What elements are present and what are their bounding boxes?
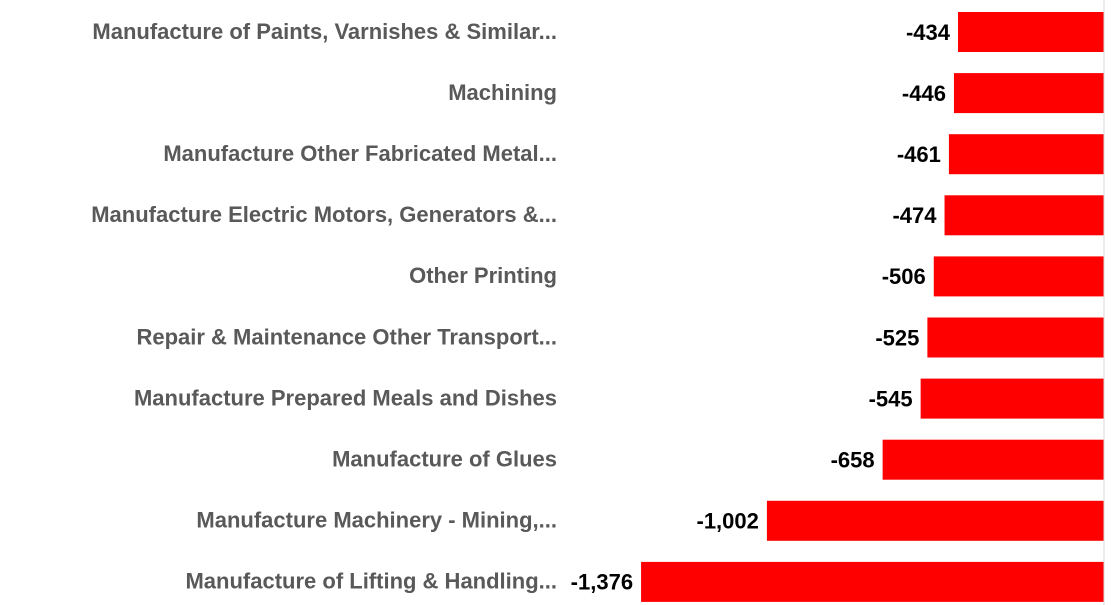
bar: [927, 317, 1104, 358]
value-label: -446: [902, 81, 946, 106]
category-label: Manufacture of Glues: [332, 447, 557, 472]
category-label: Other Printing: [409, 263, 557, 288]
value-label: -1,376: [571, 570, 633, 595]
category-label: Machining: [448, 80, 557, 105]
value-label: -434: [906, 20, 951, 45]
category-label: Manufacture Machinery - Mining,...: [196, 508, 557, 533]
value-label: -658: [831, 448, 875, 473]
bar: [882, 439, 1104, 480]
category-label: Manufacture of Paints, Varnishes & Simil…: [92, 19, 557, 44]
bar: [944, 195, 1104, 236]
value-label: -461: [897, 142, 941, 167]
category-label: Repair & Maintenance Other Transport...: [136, 324, 557, 349]
bar: [933, 256, 1104, 297]
value-label: -525: [875, 325, 919, 350]
value-label: -474: [892, 203, 937, 228]
category-label: Manufacture of Lifting & Handling...: [185, 569, 557, 594]
value-label: -545: [869, 386, 913, 411]
bar: [957, 12, 1104, 52]
category-label: Manufacture Prepared Meals and Dishes: [134, 385, 557, 410]
category-label: Manufacture Electric Motors, Generators …: [91, 202, 557, 227]
bar: [953, 73, 1104, 114]
bar: [641, 561, 1104, 602]
category-label: Manufacture Other Fabricated Metal...: [163, 141, 557, 166]
value-label: -1,002: [697, 509, 759, 534]
value-label: -506: [882, 264, 926, 289]
bar: [948, 134, 1104, 175]
bar: [920, 378, 1104, 419]
bar: [766, 500, 1104, 541]
